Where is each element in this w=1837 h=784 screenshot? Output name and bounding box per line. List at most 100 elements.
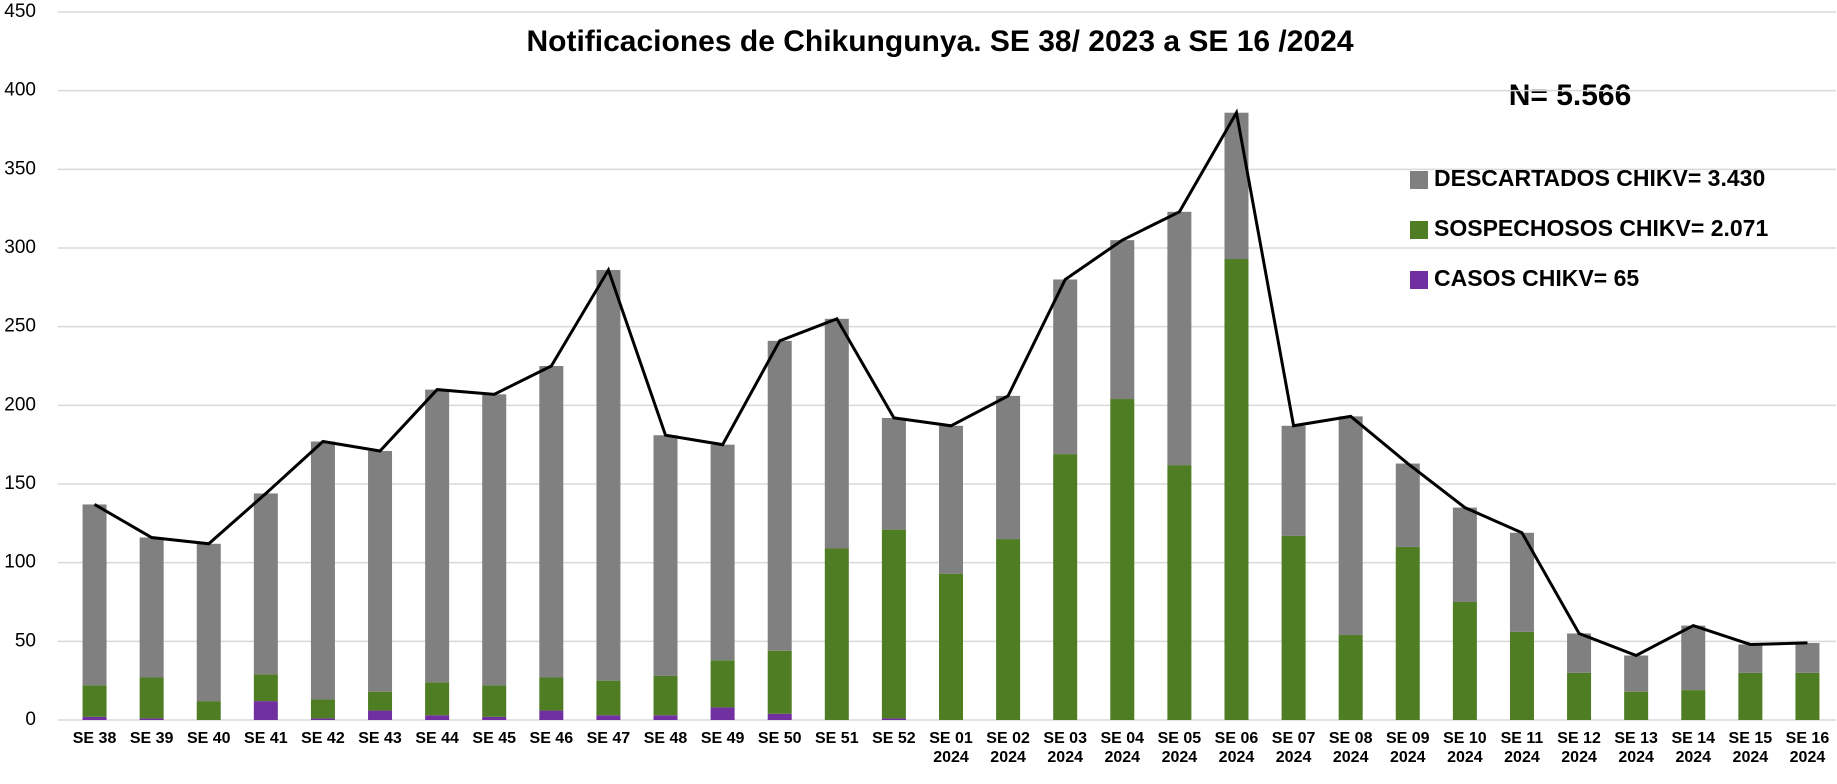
bar-segment	[1567, 672, 1592, 720]
annotation: N= 5.566	[1509, 79, 1632, 112]
bar-segment	[82, 685, 107, 717]
bar-segment	[368, 450, 393, 692]
bar-segment	[767, 340, 792, 651]
bar-segment	[1509, 631, 1534, 720]
legend-swatch	[1410, 271, 1428, 289]
bar-segment	[1681, 625, 1706, 691]
bar-segment	[996, 539, 1021, 720]
bar-segment	[710, 660, 735, 708]
bar-segment	[1795, 642, 1820, 673]
bar-segment	[482, 685, 507, 717]
x-tick-label: SE 45	[472, 730, 517, 747]
grid	[58, 11, 1836, 721]
bar-segment	[1624, 691, 1649, 720]
x-tick-label: SE 49	[700, 730, 745, 747]
bar-segment	[1795, 672, 1820, 720]
x-tick-label: SE 51	[815, 730, 859, 747]
x-tick-label: SE 01 2024	[929, 730, 973, 766]
y-tick-label: 0	[25, 709, 36, 730]
bar-segment	[824, 318, 849, 549]
bar-segment	[253, 493, 278, 675]
bar-segment	[824, 548, 849, 720]
bar-segment	[310, 441, 335, 700]
bar-segment	[82, 716, 107, 720]
y-tick-label: 400	[4, 80, 36, 101]
x-tick-label: SE 10 2024	[1443, 730, 1487, 766]
x-tick-label: SE 04 2024	[1100, 730, 1145, 766]
x-tick-label: SE 15 2024	[1728, 730, 1773, 766]
x-tick-label: SE 46	[529, 730, 574, 747]
bar-segment	[1395, 463, 1420, 547]
bar-segment	[1053, 454, 1078, 720]
bar-segment	[482, 394, 507, 686]
bar-segment	[881, 529, 906, 719]
bar-segment	[1281, 425, 1306, 536]
bar-segment	[539, 677, 564, 711]
bar-segment	[482, 716, 507, 720]
bar-segment	[82, 504, 107, 686]
bar-segment	[1452, 602, 1477, 720]
bar-segment	[1224, 259, 1249, 720]
x-tick-label: SE 52	[872, 730, 916, 747]
bar-segment	[710, 444, 735, 661]
x-tick-label: SE 02 2024	[986, 730, 1030, 766]
x-tick-label: SE 43	[358, 730, 402, 747]
bar-segment	[425, 389, 450, 683]
y-tick-label: 150	[4, 473, 36, 494]
bar-segment	[196, 543, 221, 702]
bar-segment	[939, 425, 963, 574]
bar-segment	[1110, 240, 1135, 400]
bar-segment	[767, 650, 792, 714]
bar-segment	[539, 366, 564, 678]
bar-segment	[196, 701, 221, 720]
bar-segment	[425, 682, 450, 716]
y-tick-label: 350	[4, 158, 36, 179]
bar-segment	[1167, 211, 1192, 466]
bar-segment	[596, 715, 621, 720]
bar-segment	[253, 701, 278, 720]
bar-segment	[939, 573, 963, 720]
bar-segment	[1567, 633, 1592, 673]
x-tick-label: SE 06 2024	[1214, 730, 1259, 766]
bar-segment	[1624, 655, 1649, 692]
y-tick-label: 200	[4, 394, 36, 415]
y-tick-label: 100	[4, 552, 36, 573]
bar-segment	[1281, 535, 1306, 720]
bar-segment	[653, 435, 678, 676]
x-tick-label: SE 44	[415, 730, 459, 747]
bar-segment	[1738, 672, 1763, 720]
x-tick-label: SE 40	[186, 730, 231, 747]
bar-segment	[881, 718, 906, 720]
x-tick-label: SE 39	[129, 730, 174, 747]
bar-segment	[767, 713, 792, 720]
y-tick-label: 250	[4, 316, 36, 337]
bar-segment	[310, 718, 335, 720]
x-tick-label: SE 12 2024	[1557, 730, 1601, 766]
x-tick-label: SE 13 2024	[1614, 730, 1658, 766]
bar-segment	[1338, 635, 1363, 720]
x-tick-label: SE 48	[643, 730, 688, 747]
bar-segment	[1681, 690, 1706, 720]
x-tick-label: SE 07 2024	[1271, 730, 1316, 766]
x-tick-label: SE 47	[586, 730, 631, 747]
bar-segment	[653, 715, 678, 720]
legend-label: CASOS CHIKV= 65	[1434, 265, 1639, 291]
bar-segment	[1338, 416, 1363, 636]
bar-segment	[368, 710, 393, 720]
bar-segment	[1395, 546, 1420, 720]
x-tick-label: SE 38	[72, 730, 117, 747]
x-tick-label: SE 09 2024	[1385, 730, 1430, 766]
bar-segment	[310, 699, 335, 719]
bar-segment	[425, 715, 450, 720]
x-tick-label: SE 03 2024	[1043, 730, 1087, 766]
x-tick-label: SE 14 2024	[1671, 730, 1716, 766]
bar-segment	[1452, 507, 1477, 602]
x-tick-label: SE 11 2024	[1500, 730, 1544, 766]
bar-segment	[653, 675, 678, 716]
bar-segment	[996, 395, 1021, 540]
legend-label: SOSPECHOSOS CHIKV= 2.071	[1434, 215, 1768, 241]
bar-segment	[1738, 644, 1763, 673]
bar-segment	[1224, 112, 1249, 260]
